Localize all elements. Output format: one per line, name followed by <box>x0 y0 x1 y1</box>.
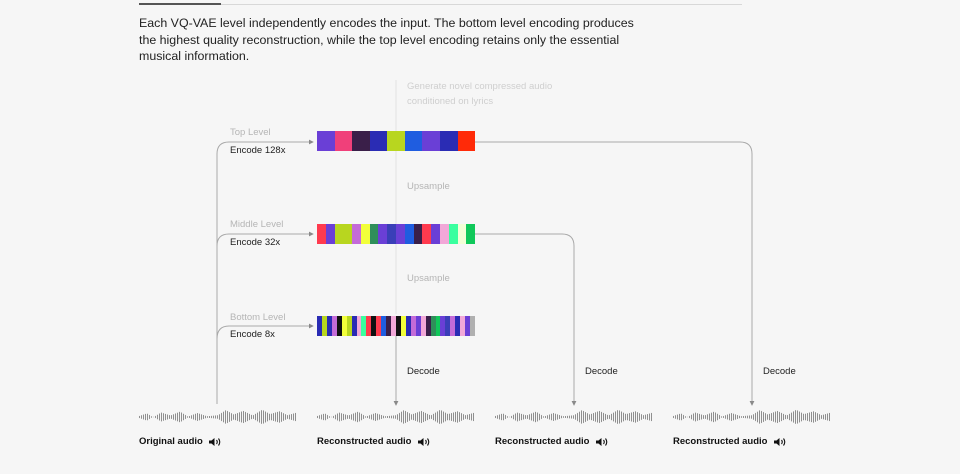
top-level-codes <box>317 131 476 151</box>
code-token <box>356 316 362 336</box>
decode-label-top: Decode <box>763 366 796 377</box>
code-token <box>420 316 426 336</box>
code-token <box>431 224 440 244</box>
reconstructed-waveform-middle <box>495 409 653 425</box>
code-token <box>381 316 387 336</box>
speaker-icon <box>208 437 221 446</box>
code-token <box>465 316 471 336</box>
code-token <box>334 224 344 244</box>
code-token <box>352 131 370 151</box>
reconstructed-audio-top-button[interactable]: Reconstructed audio <box>673 436 787 447</box>
code-token <box>415 316 421 336</box>
code-token <box>317 131 335 151</box>
code-token <box>460 316 466 336</box>
audio-label-text: Reconstructed audio <box>495 436 590 447</box>
code-token <box>425 316 431 336</box>
audio-label-text: Reconstructed audio <box>317 436 412 447</box>
audio-label-text: Original audio <box>139 436 203 447</box>
top-level-encode: Encode 128x <box>230 145 286 156</box>
code-token <box>455 316 461 336</box>
code-token <box>422 131 440 151</box>
code-token <box>336 316 342 336</box>
code-token <box>457 224 467 244</box>
code-token <box>343 224 353 244</box>
encode-top-connector <box>216 139 314 404</box>
reconstructed-waveform-bottom <box>317 409 475 425</box>
decode-label-middle: Decode <box>585 366 618 377</box>
code-token <box>366 316 372 336</box>
code-token <box>391 316 396 336</box>
code-token <box>326 316 332 336</box>
upsample-label-1: Upsample <box>407 181 450 192</box>
code-token <box>351 316 357 336</box>
code-token <box>317 316 322 336</box>
original-audio-button[interactable]: Original audio <box>139 436 222 447</box>
reconstructed-audio-bottom-button[interactable]: Reconstructed audio <box>317 436 431 447</box>
middle-level-codes <box>317 224 476 244</box>
code-token <box>346 316 352 336</box>
top-level-label: Top Level <box>230 127 271 138</box>
code-token <box>369 131 388 151</box>
speaker-icon <box>417 437 429 446</box>
code-token <box>360 224 370 244</box>
code-token <box>321 316 327 336</box>
code-token <box>400 316 406 336</box>
code-token <box>413 224 423 244</box>
code-token <box>410 316 416 336</box>
upsample-label-2: Upsample <box>407 273 450 284</box>
code-token <box>352 224 361 244</box>
original-waveform <box>139 409 297 425</box>
code-token <box>369 224 379 244</box>
code-token <box>331 316 337 336</box>
audio-label-text: Reconstructed audio <box>673 436 768 447</box>
intro-paragraph: Each VQ-VAE level independently encodes … <box>139 16 634 63</box>
bottom-level-encode: Encode 8x <box>230 329 275 340</box>
code-token <box>387 224 397 244</box>
code-token <box>387 131 405 151</box>
code-token <box>396 224 405 244</box>
code-token <box>317 224 326 244</box>
code-token <box>325 224 335 244</box>
code-token <box>466 224 476 244</box>
code-token <box>371 316 377 336</box>
code-token <box>341 316 347 336</box>
code-token <box>435 316 441 336</box>
speaker-icon <box>773 437 785 446</box>
decode-top-connector <box>475 141 755 406</box>
code-token <box>430 316 436 336</box>
code-token <box>376 316 382 336</box>
reconstructed-audio-middle-button[interactable]: Reconstructed audio <box>495 436 609 447</box>
code-token <box>445 316 451 336</box>
bottom-level-label: Bottom Level <box>230 312 286 323</box>
code-token <box>386 316 392 336</box>
code-token <box>378 224 388 244</box>
code-token <box>439 224 449 244</box>
speaker-icon <box>595 437 607 446</box>
code-token <box>404 224 414 244</box>
section-divider <box>139 4 742 5</box>
encode-bottom-connector <box>216 323 314 340</box>
code-token <box>470 316 475 336</box>
decode-label-bottom: Decode <box>407 366 440 377</box>
code-token <box>450 316 456 336</box>
code-token <box>457 131 476 151</box>
middle-level-label: Middle Level <box>230 219 284 230</box>
code-token <box>440 316 446 336</box>
code-token <box>396 316 401 336</box>
code-token <box>448 224 458 244</box>
reconstructed-waveform-top <box>673 409 831 425</box>
middle-level-encode: Encode 32x <box>230 237 281 248</box>
generate-note: Generate novel compressed audio conditio… <box>407 81 553 107</box>
code-token <box>405 316 411 336</box>
code-token <box>334 131 353 151</box>
decode-middle-connector <box>475 233 577 406</box>
encode-middle-connector <box>216 231 314 247</box>
code-token <box>439 131 458 151</box>
code-token <box>404 131 423 151</box>
code-token <box>422 224 432 244</box>
active-tab-indicator <box>139 3 221 5</box>
bottom-level-codes <box>317 316 475 336</box>
code-token <box>361 316 367 336</box>
